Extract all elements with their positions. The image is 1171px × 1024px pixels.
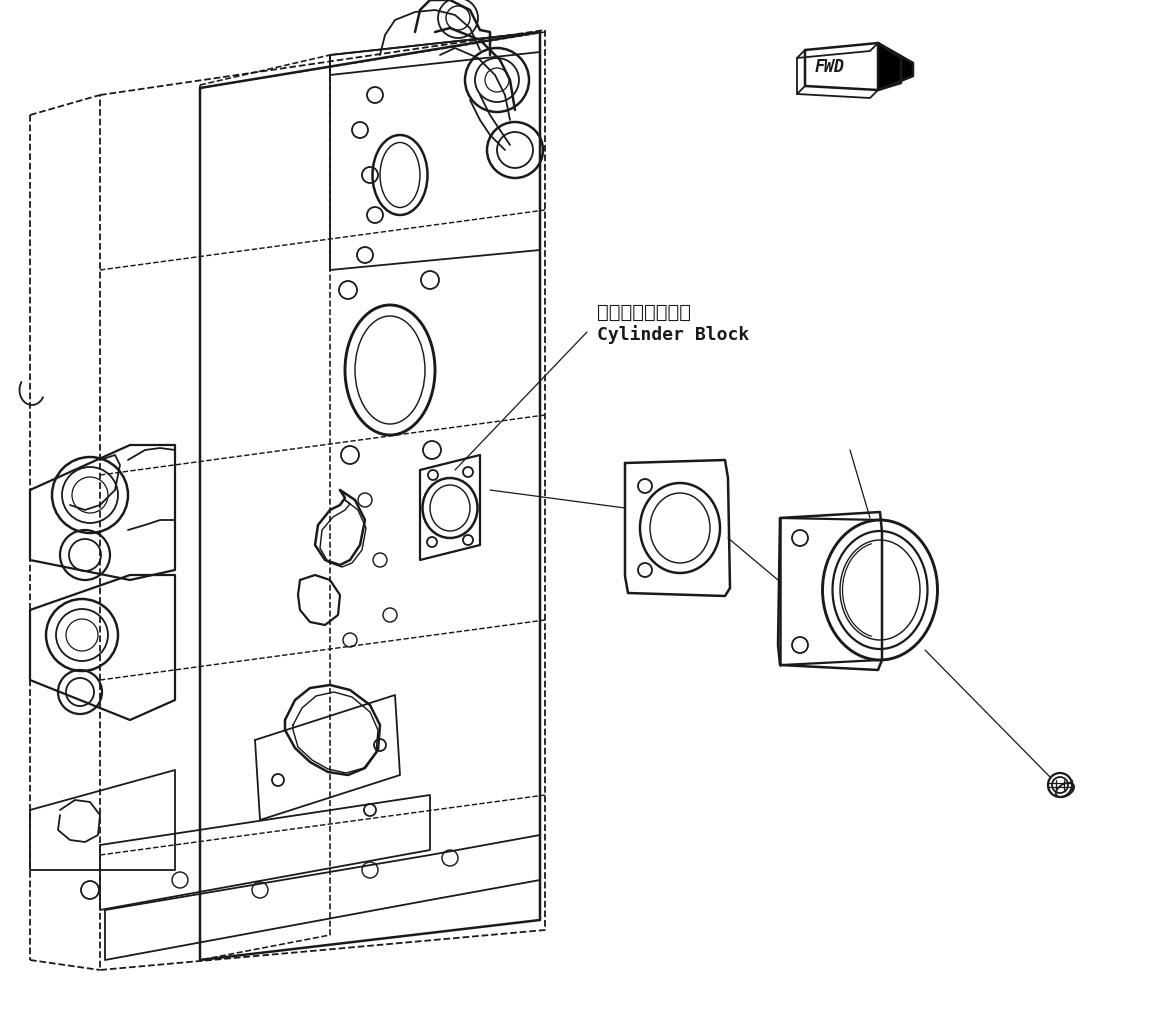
- Text: シリンダブロック: シリンダブロック: [597, 303, 691, 322]
- Text: FWD: FWD: [815, 58, 845, 76]
- Polygon shape: [878, 43, 913, 90]
- Text: Cylinder Block: Cylinder Block: [597, 325, 749, 344]
